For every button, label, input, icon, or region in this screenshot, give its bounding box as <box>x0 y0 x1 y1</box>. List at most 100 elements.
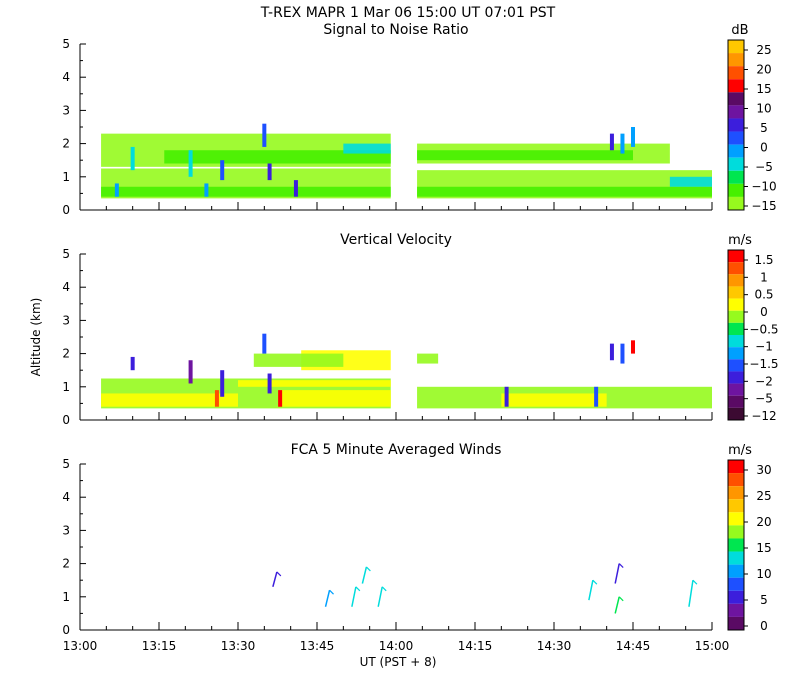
colorbar-swatch <box>728 322 744 335</box>
colorbar-swatch <box>728 473 744 487</box>
colorbar-label: 1.5 <box>754 253 773 267</box>
colorbar-label: 1 <box>760 270 768 284</box>
wind-barb-flag <box>355 586 361 592</box>
colorbar-label: 0.5 <box>754 288 773 302</box>
wind-barb-flag <box>692 579 698 585</box>
colorbar-swatch <box>728 79 744 93</box>
colorbar-swatch <box>728 310 744 323</box>
x-tick-label: 14:00 <box>379 639 414 653</box>
wind-barb <box>588 580 594 601</box>
data-block <box>417 150 633 161</box>
data-block <box>669 176 712 187</box>
colorbar-swatch <box>728 590 744 604</box>
colorbar-label: 5 <box>760 121 768 135</box>
y-tick-label: 4 <box>62 280 70 294</box>
data-feature <box>262 123 267 147</box>
colorbar-swatch <box>728 512 744 526</box>
y-tick-label: 1 <box>62 590 70 604</box>
x-tick-label: 13:45 <box>300 639 335 653</box>
colorbar-swatch <box>728 40 744 54</box>
colorbar-swatch <box>728 616 744 630</box>
colorbar-label: −5 <box>755 160 773 174</box>
data-feature <box>220 370 225 397</box>
colorbar-swatch <box>728 551 744 565</box>
y-tick-label: 1 <box>62 380 70 394</box>
colorbar-label: −12 <box>751 409 776 423</box>
colorbar-label: 20 <box>756 63 771 77</box>
wind-barb <box>324 589 331 607</box>
data-feature <box>188 150 193 177</box>
data-block <box>417 353 439 364</box>
colorbar-label: 0 <box>760 141 768 155</box>
data-feature <box>620 133 625 154</box>
data-block <box>343 143 391 154</box>
wind-barb <box>377 586 383 607</box>
colorbar-swatch <box>728 486 744 500</box>
colorbar-label: 0 <box>760 305 768 319</box>
colorbar-swatch <box>728 395 744 408</box>
data-block <box>101 393 238 407</box>
panel-title: Vertical Velocity <box>340 232 452 248</box>
colorbar-swatch <box>728 274 744 287</box>
data-block <box>101 186 391 197</box>
y-tick-label: 0 <box>62 623 70 637</box>
y-axis-label: Altitude (km) <box>29 298 43 377</box>
colorbar-swatch <box>728 131 744 145</box>
y-tick-label: 0 <box>62 203 70 217</box>
data-block <box>417 186 712 197</box>
colorbar-label: 30 <box>756 463 771 477</box>
colorbar-label: 15 <box>756 82 771 96</box>
data-block <box>280 390 391 407</box>
data-feature <box>594 386 599 407</box>
y-tick-label: 2 <box>62 557 70 571</box>
y-tick-label: 0 <box>62 413 70 427</box>
colorbar-swatch <box>728 157 744 171</box>
panels: Signal to Noise Ratio012345dB2520151050−… <box>29 22 779 669</box>
colorbar-swatch <box>728 183 744 197</box>
wind-barb <box>614 596 620 614</box>
data-feature <box>278 390 283 407</box>
colorbar-frame <box>727 39 745 211</box>
colorbar-swatch <box>728 577 744 591</box>
colorbar-unit: m/s <box>728 233 752 248</box>
figure-title: T-REX MAPR 1 Mar 06 15:00 UT 07:01 PST <box>260 5 556 21</box>
data-feature <box>631 127 635 147</box>
y-tick-label: 2 <box>62 347 70 361</box>
colorbar-label: 5 <box>760 593 768 607</box>
y-tick-label: 4 <box>62 490 70 504</box>
y-tick-label: 1 <box>62 170 70 184</box>
colorbar-swatch <box>728 170 744 184</box>
wind-barb-flag <box>618 563 624 569</box>
x-tick-label: 14:30 <box>537 639 572 653</box>
y-tick-label: 5 <box>62 457 70 471</box>
colorbar-swatch <box>728 262 744 275</box>
data-feature <box>220 160 225 181</box>
panel-title: Signal to Noise Ratio <box>323 22 468 38</box>
colorbar-label: 10 <box>756 567 771 581</box>
y-tick-label: 5 <box>62 37 70 51</box>
colorbar-swatch <box>728 538 744 552</box>
wind-barb <box>361 566 368 584</box>
y-tick-label: 3 <box>62 523 70 537</box>
colorbar-swatch <box>728 53 744 67</box>
colorbar-label: 0 <box>760 619 768 633</box>
data-feature <box>130 146 135 171</box>
wind-barb <box>272 571 278 588</box>
colorbar-unit: m/s <box>728 443 752 458</box>
y-tick-label: 2 <box>62 137 70 151</box>
wind-barb-flag <box>618 596 624 602</box>
colorbar-swatch <box>728 460 744 474</box>
data-feature <box>620 343 625 364</box>
data-feature <box>267 163 272 181</box>
wind-barb <box>688 580 694 607</box>
colorbar-label: −5 <box>755 392 773 406</box>
colorbar-swatch <box>728 66 744 80</box>
colorbar-label: −1.5 <box>749 357 778 371</box>
data-feature <box>609 133 614 151</box>
x-tick-label: 13:15 <box>142 639 177 653</box>
panel-3: FCA 5 Minute Averaged Winds 0 1 2 3 4 5 13:00 13… <box>62 442 771 669</box>
colorbar-swatch <box>728 250 744 263</box>
x-tick-label: 13:00 <box>63 639 98 653</box>
